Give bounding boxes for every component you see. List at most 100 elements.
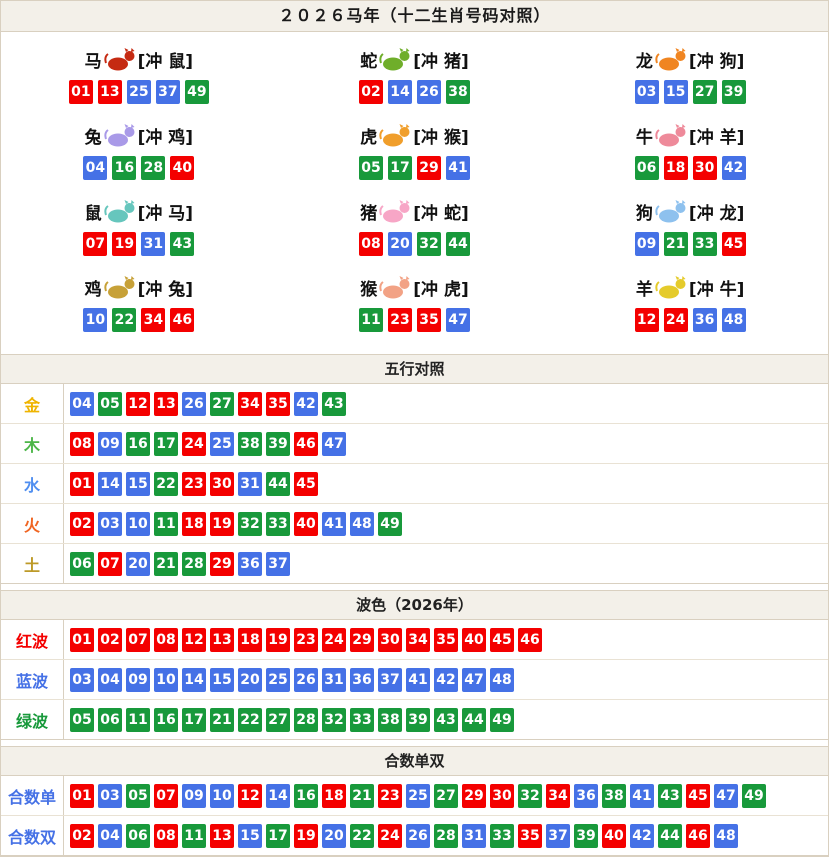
number-ball-blue: 25 [126,79,151,104]
number-ball-blue: 10 [126,511,150,536]
horse-icon [103,47,136,73]
number-ball-red: 29 [350,627,374,652]
number-ball-red: 46 [518,627,542,652]
sum-parity-row: 合数双 02 04 06 08 11 13 15 17 19 20 22 24 26 28 31 33 35 37 3… [1,816,828,855]
wave-color-title: 波色（2026年） [1,591,828,620]
number-ball-green: 33 [350,707,374,732]
number-ball-green: 17 [154,431,178,456]
number-ball-green: 21 [154,551,178,576]
number-ball-green: 22 [154,471,178,496]
wave-row: 蓝波 03 04 09 10 14 15 20 25 26 31 36 37 41 42 47 48 [1,660,828,700]
wave-row-numbers: 01 02 07 08 12 13 18 19 23 24 29 30 34 35 40 45 46 [64,620,548,659]
sum-parity-row-label: 合数单 [1,776,64,815]
number-ball-red: 45 [686,783,710,808]
zodiac-cell: 猴 [冲 虎] 11 23 35 47 [277,265,553,341]
zodiac-clash-label: [冲 羊] [688,128,745,148]
number-ball-red: 29 [210,551,234,576]
zodiac-header: 猴 [冲 虎] [360,275,469,301]
zodiac-name: 虎 [360,128,378,148]
number-ball-green: 11 [154,511,178,536]
zodiac-number-row: 01 13 25 37 49 [68,79,209,104]
number-ball-red: 46 [170,307,195,332]
dog-icon [655,199,687,225]
number-ball-red: 24 [182,431,206,456]
rat-icon [103,199,136,225]
ox-icon [655,123,687,149]
number-ball-blue: 26 [294,667,318,692]
number-ball-blue: 36 [238,551,262,576]
number-ball-red: 23 [182,471,206,496]
number-ball-red: 07 [98,551,122,576]
number-ball-blue: 14 [266,783,290,808]
number-ball-green: 27 [266,707,290,732]
zodiac-name: 兔 [84,128,102,148]
number-ball-blue: 37 [266,551,290,576]
number-ball-blue: 36 [692,307,717,332]
number-ball-green: 39 [574,823,598,848]
number-ball-red: 18 [182,511,206,536]
number-ball-red: 35 [434,627,458,652]
number-ball-green: 39 [266,431,290,456]
zodiac-number-row: 11 23 35 47 [358,307,470,332]
number-ball-green: 28 [141,155,166,180]
number-ball-green: 49 [490,707,514,732]
number-ball-green: 17 [182,707,206,732]
number-ball-blue: 48 [490,667,514,692]
number-ball-red: 34 [238,391,262,416]
number-ball-red: 35 [416,307,441,332]
zodiac-header: 猪 [冲 蛇] [360,199,469,225]
number-ball-green: 33 [490,823,514,848]
number-ball-blue: 10 [210,783,234,808]
sum-parity-row-numbers: 01 03 05 07 09 10 12 14 16 18 21 23 25 27 29 30 32 34 36 38… [64,776,772,815]
number-ball-red: 08 [358,231,383,256]
zodiac-header: 狗 [冲 龙] [636,199,744,225]
number-ball-red: 01 [68,79,93,104]
element-row-label: 水 [1,464,64,503]
number-ball-green: 27 [210,391,234,416]
number-ball-green: 39 [406,707,430,732]
number-ball-green: 43 [658,783,682,808]
number-ball-green: 43 [170,231,195,256]
number-ball-blue: 25 [406,783,430,808]
number-ball-red: 24 [378,823,402,848]
number-ball-red: 23 [378,783,402,808]
number-ball-red: 07 [126,627,150,652]
zodiac-header: 蛇 [冲 猪] [360,47,469,73]
zodiac-number-row: 07 19 31 43 [83,231,195,256]
five-elements-rows: 金 04 05 12 13 26 27 34 35 42 43 木 08 09 16 17 24 25 38 39 46… [1,384,828,583]
number-ball-red: 45 [294,471,318,496]
number-ball-blue: 36 [574,783,598,808]
number-ball-red: 12 [634,307,659,332]
number-ball-blue: 47 [445,307,470,332]
rabbit-icon [103,123,136,149]
number-ball-green: 05 [126,783,150,808]
number-ball-red: 01 [70,471,94,496]
number-ball-blue: 03 [98,511,122,536]
number-ball-blue: 41 [322,511,346,536]
number-ball-green: 17 [387,155,412,180]
number-ball-red: 40 [294,511,318,536]
number-ball-blue: 10 [83,307,108,332]
wave-row-label: 红波 [1,620,64,659]
element-row-label: 火 [1,504,64,543]
number-ball-blue: 04 [70,391,94,416]
number-ball-red: 08 [70,431,94,456]
number-ball-blue: 20 [238,667,262,692]
tiger-icon [379,123,411,149]
five-elements-title: 五行对照 [1,355,828,384]
wave-row-label: 绿波 [1,700,64,739]
sum-parity-title: 合数单双 [1,747,828,776]
page-title: ２０２６马年（十二生肖号码对照） [1,1,828,32]
number-ball-blue: 20 [322,823,346,848]
number-ball-red: 07 [83,231,108,256]
number-ball-red: 24 [663,307,688,332]
zodiac-name: 猴 [360,280,378,300]
zodiac-number-row: 09 21 33 45 [634,231,746,256]
number-ball-green: 17 [266,823,290,848]
element-row-label: 土 [1,544,64,583]
number-ball-blue: 41 [406,667,430,692]
element-row-numbers: 08 09 16 17 24 25 38 39 46 47 [64,424,352,463]
number-ball-red: 02 [70,511,94,536]
number-ball-blue: 47 [714,783,738,808]
wave-row: 红波 01 02 07 08 12 13 18 19 23 24 29 30 34 35 40 45 46 [1,620,828,660]
